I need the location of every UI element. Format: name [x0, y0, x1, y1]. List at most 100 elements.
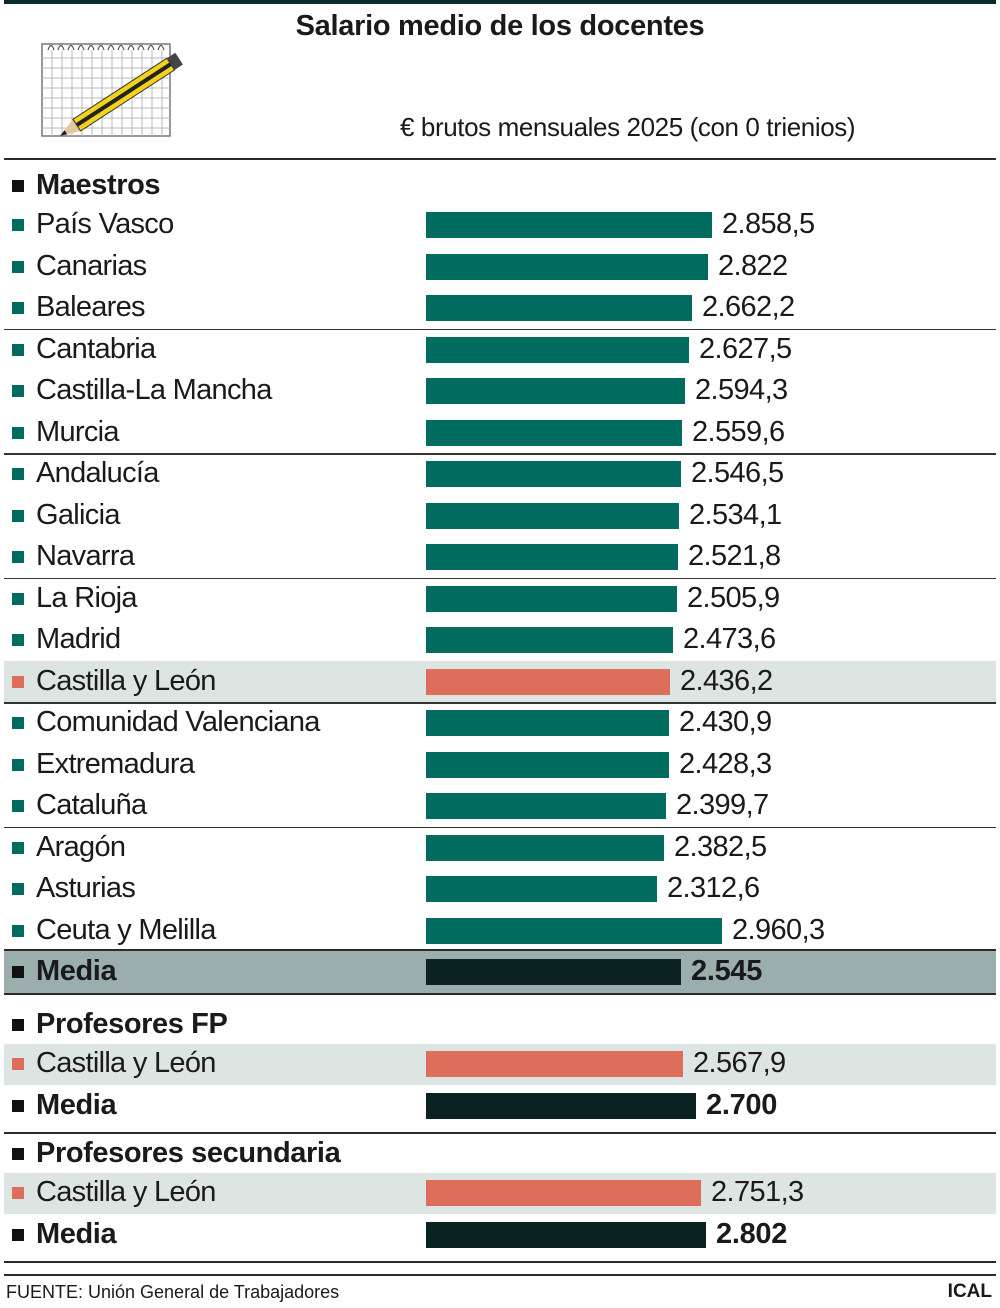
group-header: Profesores FP	[36, 1008, 228, 1040]
row-marker-icon	[12, 509, 24, 522]
data-label: 2.559,6	[692, 415, 785, 448]
row-marker-icon	[12, 675, 24, 688]
row-divider	[4, 577, 996, 580]
row-marker-icon	[12, 634, 24, 646]
data-label: 2.751,3	[711, 1176, 804, 1208]
row-marker-icon	[12, 1228, 24, 1241]
row-label: Comunidad Valenciana	[36, 706, 320, 738]
row-marker-icon	[12, 841, 24, 854]
bar	[426, 1180, 701, 1206]
row-label: Murcia	[36, 415, 120, 448]
bar	[426, 1092, 696, 1119]
bar	[426, 876, 657, 902]
data-label: 2.382,5	[674, 830, 767, 863]
row-marker-icon	[12, 468, 24, 480]
row-label: Ceuta y Melilla	[36, 913, 216, 946]
data-label: 2.521,8	[688, 540, 781, 572]
group-marker-icon	[12, 180, 24, 192]
data-label: 2.546,5	[691, 457, 784, 489]
row-label: Cataluña	[36, 789, 147, 821]
brand-logo: ICAL	[947, 1281, 992, 1302]
row-label: Navarra	[36, 540, 135, 572]
data-label: 2.662,2	[702, 291, 795, 323]
row-marker-icon	[12, 800, 24, 812]
data-label: 2.545	[691, 955, 763, 987]
footer-divider	[4, 1274, 996, 1276]
group-marker-icon	[12, 1019, 24, 1031]
row-marker-icon	[12, 385, 24, 397]
row-label: País Vasco	[36, 208, 174, 240]
bar	[426, 959, 681, 985]
bar	[426, 253, 708, 280]
row-label: Cantabria	[36, 332, 156, 365]
row-marker-icon	[12, 426, 24, 439]
bar	[426, 544, 678, 570]
data-label: 2.399,7	[676, 789, 769, 821]
row-divider	[4, 826, 996, 829]
row-marker-icon	[12, 883, 24, 895]
row-marker-icon	[12, 219, 24, 231]
data-label: 2.627,5	[699, 332, 792, 365]
data-label: 2.960,3	[732, 913, 825, 946]
chart-title: Salario medio de los docentes	[295, 10, 705, 42]
row-label: Extremadura	[36, 747, 195, 780]
row-marker-icon	[12, 1187, 24, 1199]
notepad-pencil-icon	[41, 43, 183, 137]
row-label: Castilla-La Mancha	[36, 374, 272, 406]
bar	[426, 1221, 706, 1248]
data-label: 2.802	[716, 1217, 788, 1250]
data-label: 2.473,6	[683, 623, 776, 655]
row-label: Madrid	[36, 623, 121, 655]
data-label: 2.700	[706, 1088, 778, 1121]
section-divider	[4, 1261, 996, 1263]
section-divider	[4, 158, 996, 160]
bar	[426, 502, 679, 529]
row-marker-icon	[12, 343, 24, 356]
row-marker-icon	[12, 260, 24, 273]
data-label: 2.594,3	[695, 374, 788, 406]
row-marker-icon	[12, 592, 24, 605]
group-marker-icon	[12, 1148, 24, 1160]
bar	[426, 295, 692, 321]
row-marker-icon	[12, 966, 24, 978]
bar	[426, 1051, 683, 1077]
bar	[426, 834, 664, 861]
data-label: 2.567,9	[693, 1047, 786, 1079]
row-marker-icon	[12, 758, 24, 771]
row-label: Asturias	[36, 872, 136, 904]
section-divider	[4, 1132, 996, 1134]
source-note: FUENTE: Unión General de Trabajadores	[6, 1282, 340, 1302]
bar	[426, 627, 673, 653]
top-border	[4, 0, 996, 4]
data-label: 2.822	[718, 249, 788, 282]
chart-subtitle: € brutos mensuales 2025 (con 0 trienios)	[400, 112, 856, 142]
bar	[426, 378, 685, 404]
bar	[426, 336, 689, 363]
row-label: Media	[36, 1088, 117, 1121]
bar	[426, 793, 666, 819]
row-marker-icon	[12, 1058, 24, 1070]
group-header: Maestros	[36, 169, 161, 201]
data-label: 2.436,2	[680, 664, 773, 697]
row-divider	[4, 453, 996, 455]
row-label: Castilla y León	[36, 1047, 216, 1079]
data-label: 2.428,3	[679, 747, 772, 780]
bar	[426, 212, 712, 238]
row-label: Castilla y León	[36, 664, 216, 697]
row-divider	[4, 328, 996, 331]
row-label: Aragón	[36, 830, 126, 863]
row-marker-icon	[12, 717, 24, 729]
bar	[426, 461, 681, 487]
row-label: Galicia	[36, 498, 120, 531]
row-label: Baleares	[36, 291, 146, 323]
data-label: 2.430,9	[679, 706, 772, 738]
bar	[426, 419, 682, 446]
row-marker-icon	[12, 302, 24, 314]
data-label: 2.312,6	[667, 872, 760, 904]
bar	[426, 917, 722, 944]
row-label: Castilla y León	[36, 1176, 216, 1208]
bar	[426, 585, 677, 612]
row-label: Canarias	[36, 249, 147, 282]
data-label: 2.858,5	[722, 208, 815, 240]
bar	[426, 751, 669, 778]
